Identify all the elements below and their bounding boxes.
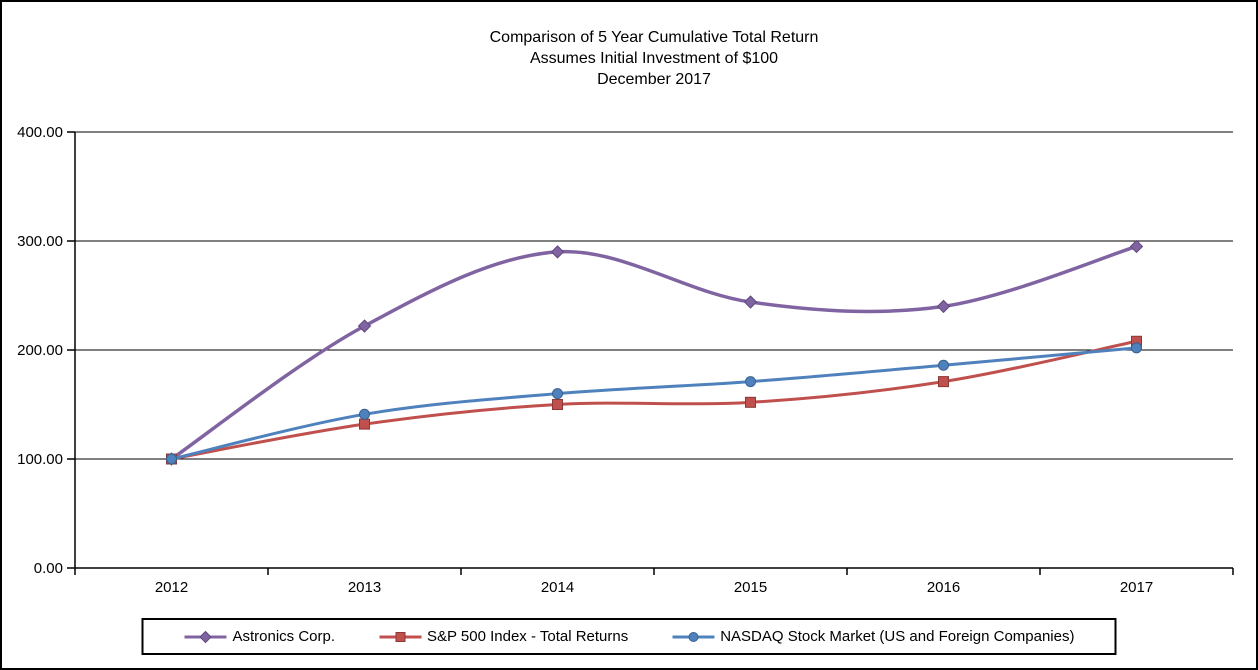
series-line-astronics bbox=[169, 244, 1139, 461]
legend-label-nasdaq: NASDAQ Stock Market (US and Foreign Comp… bbox=[720, 628, 1075, 645]
circle-marker bbox=[745, 376, 756, 388]
diamond-marker bbox=[550, 245, 565, 259]
y-axis-label: 200.00 bbox=[17, 342, 63, 359]
chart-legend: Astronics Corp. S&P 500 Index - Total Ret… bbox=[141, 618, 1117, 655]
square-marker bbox=[552, 399, 563, 410]
circle-marker bbox=[1131, 342, 1142, 354]
diamond-marker bbox=[357, 319, 372, 333]
legend-label-astronics: Astronics Corp. bbox=[232, 628, 336, 645]
x-axis-label: 2012 bbox=[155, 579, 188, 596]
circle-marker bbox=[359, 408, 370, 420]
y-axis-label: 100.00 bbox=[17, 451, 63, 468]
x-axis-label: 2016 bbox=[927, 579, 960, 596]
square-marker bbox=[938, 376, 949, 388]
chart-title-line-3: December 2017 bbox=[597, 71, 711, 88]
x-axis-label: 2015 bbox=[734, 579, 767, 596]
legend-item-nasdaq: NASDAQ Stock Market (US and Foreign Comp… bbox=[671, 628, 1074, 645]
legend-item-sp500-index: S&P 500 Index - Total Returns bbox=[378, 628, 628, 645]
x-axis-label: 2013 bbox=[348, 579, 381, 596]
series-sp500-index bbox=[166, 335, 1142, 465]
circle-marker bbox=[166, 453, 177, 465]
legend-label-sp500-index: S&P 500 Index - Total Returns bbox=[427, 628, 629, 645]
y-axis-label: 400.00 bbox=[17, 124, 63, 141]
y-axis-label: 300.00 bbox=[17, 233, 63, 250]
legend-diamond-symbol bbox=[184, 630, 227, 643]
diamond-marker bbox=[743, 295, 758, 309]
x-axis-label: 2017 bbox=[1120, 579, 1153, 596]
diamond-marker bbox=[936, 299, 951, 314]
square-marker bbox=[745, 396, 756, 408]
diamond-marker bbox=[1129, 239, 1144, 254]
legend-square-symbol bbox=[379, 631, 421, 642]
x-axis-label: 2014 bbox=[541, 579, 574, 596]
circle-marker bbox=[938, 359, 949, 371]
series-nasdaq bbox=[166, 342, 1142, 465]
chart-title-line-1: Comparison of 5 Year Cumulative Total Re… bbox=[489, 29, 819, 46]
diamond-marker bbox=[199, 630, 212, 643]
chart-title: Comparison of 5 Year Cumulative Total Re… bbox=[75, 27, 1233, 90]
series-line-nasdaq bbox=[170, 346, 1138, 461]
legend-item-astronics: Astronics Corp. bbox=[184, 628, 336, 645]
square-marker bbox=[359, 418, 370, 430]
circle-marker bbox=[688, 631, 699, 642]
square-marker bbox=[395, 631, 405, 642]
legend-circle-symbol bbox=[672, 631, 715, 642]
chart-title-line-2: Assumes Initial Investment of $100 bbox=[529, 50, 779, 67]
y-axis-label: 0.00 bbox=[34, 560, 63, 577]
circle-marker bbox=[552, 388, 563, 400]
series-line-sp500-index bbox=[170, 339, 1138, 461]
